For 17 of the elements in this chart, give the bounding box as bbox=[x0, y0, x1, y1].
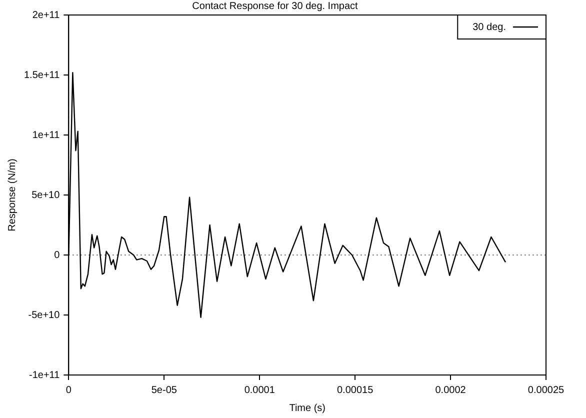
chart-title: Contact Response for 30 deg. Impact bbox=[192, 0, 358, 12]
x-tick-label: 5e-05 bbox=[151, 384, 178, 396]
x-tick-label: 0.0001 bbox=[244, 384, 276, 396]
y-tick-label: 2e+11 bbox=[32, 10, 60, 21]
legend-label: 30 deg. bbox=[472, 22, 506, 33]
y-tick-label: 0 bbox=[54, 250, 60, 261]
y-tick-label: 1e+11 bbox=[32, 130, 60, 141]
x-tick-label: 0.0002 bbox=[435, 384, 466, 396]
x-tick-label: 0.00015 bbox=[336, 384, 374, 396]
y-tick-label: 5e+10 bbox=[32, 190, 60, 201]
y-axis-title: Response (N/m) bbox=[6, 158, 18, 232]
x-tick-label: 0.00025 bbox=[528, 384, 565, 396]
x-tick-label: 0 bbox=[66, 384, 72, 396]
y-tick-label: 1.5e+11 bbox=[24, 70, 60, 81]
y-tick-label: -1e+11 bbox=[28, 370, 60, 381]
x-axis-title: Time (s) bbox=[289, 402, 326, 414]
y-tick-label: -5e+10 bbox=[28, 310, 60, 321]
